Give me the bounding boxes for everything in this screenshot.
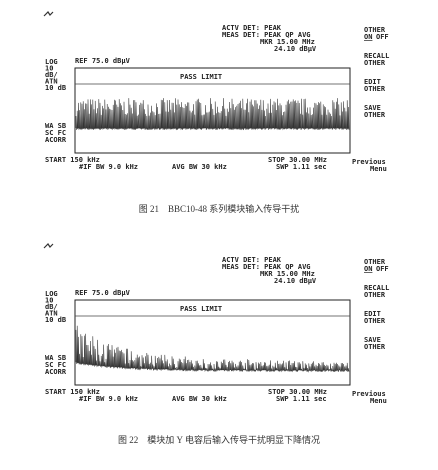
- scale-text: 10: [45, 65, 53, 73]
- footer-text: STOP 30.00 MHz: [268, 388, 327, 396]
- footer-text: STOP 30.00 MHz: [268, 156, 327, 164]
- header-text: MEAS DET: PEAK QP AVG: [222, 263, 311, 271]
- header-text: MEAS DET: PEAK QP AVG: [222, 31, 311, 39]
- header-text: MKR 15.00 MHz: [260, 38, 315, 46]
- scale-text: ATN: [45, 310, 58, 318]
- scale-text: 10 dB: [45, 84, 66, 92]
- header-text: 24.10 dBμV: [274, 45, 317, 53]
- header-text: 24.10 dBμV: [274, 277, 317, 285]
- softkey-label: EDIT: [364, 78, 381, 86]
- mode-text: WA SB: [45, 122, 66, 130]
- softkey-label: OTHER: [364, 291, 386, 299]
- scale-text: 10: [45, 297, 53, 305]
- mode-text: WA SB: [45, 354, 66, 362]
- scale-text: dB/: [45, 71, 58, 79]
- ref-level: REF 75.0 dBμV: [75, 57, 131, 65]
- logo: [43, 11, 54, 17]
- limit-label: PASS LIMIT: [180, 305, 222, 313]
- softkey-label: Previous: [352, 158, 386, 166]
- softkey-label: SAVE: [364, 336, 381, 344]
- softkey-label: SAVE: [364, 104, 381, 112]
- graticule: [74, 299, 351, 386]
- softkey-off: OFF: [376, 33, 389, 41]
- scale-text: dB/: [45, 303, 58, 311]
- logo: [43, 243, 54, 249]
- caption: 图 22 模块加 Y 电容后输入传导干扰明显下降情况: [118, 434, 320, 445]
- softkey-on: ON: [364, 33, 372, 41]
- footer-text: AVG BW 30 kHz: [172, 395, 227, 403]
- footer-text: #IF BW 9.0 kHz: [79, 395, 138, 403]
- footer-text: SWP 1.11 sec: [276, 163, 327, 171]
- footer-text: SWP 1.11 sec: [276, 395, 327, 403]
- softkey-label: OTHER: [364, 258, 386, 266]
- softkey-label: RECALL: [364, 52, 389, 60]
- scale-text: LOG: [45, 290, 58, 298]
- softkey-label: EDIT: [364, 310, 381, 318]
- footer-text: AVG BW 30 kHz: [172, 163, 227, 171]
- softkey-on: ON: [364, 265, 372, 273]
- mode-text: SC FC: [45, 361, 66, 369]
- softkey-label: Previous: [352, 390, 386, 398]
- caption: 图 21 BBC10-48 系列模块输入传导干扰: [139, 203, 300, 214]
- softkey-label: OTHER: [364, 343, 386, 351]
- footer-text: #IF BW 9.0 kHz: [79, 163, 138, 171]
- footer-text: START 150 kHz: [45, 156, 100, 164]
- header-text: ACTV DET: PEAK: [222, 256, 282, 264]
- mode-text: SC FC: [45, 129, 66, 137]
- scale-text: LOG: [45, 58, 58, 66]
- limit-label: PASS LIMIT: [180, 73, 222, 81]
- trace: [75, 98, 350, 131]
- softkey-off: OFF: [376, 265, 389, 273]
- softkey-label: OTHER: [364, 85, 386, 93]
- softkey-label: Menu: [370, 397, 387, 405]
- softkey-label: Menu: [370, 165, 387, 173]
- header-text: MKR 15.00 MHz: [260, 270, 315, 278]
- mode-text: ACORR: [45, 136, 67, 144]
- trace: [75, 325, 350, 373]
- softkey-label: OTHER: [364, 111, 386, 119]
- footer-text: START 150 kHz: [45, 388, 100, 396]
- softkey-label: OTHER: [364, 317, 386, 325]
- softkey-label: OTHER: [364, 26, 386, 34]
- softkey-label: RECALL: [364, 284, 389, 292]
- graticule: [74, 67, 351, 154]
- softkey-label: OTHER: [364, 59, 386, 67]
- scale-text: ATN: [45, 78, 58, 86]
- scale-text: 10 dB: [45, 316, 66, 324]
- header-text: ACTV DET: PEAK: [222, 24, 282, 32]
- mode-text: ACORR: [45, 368, 67, 376]
- ref-level: REF 75.0 dBμV: [75, 289, 131, 297]
